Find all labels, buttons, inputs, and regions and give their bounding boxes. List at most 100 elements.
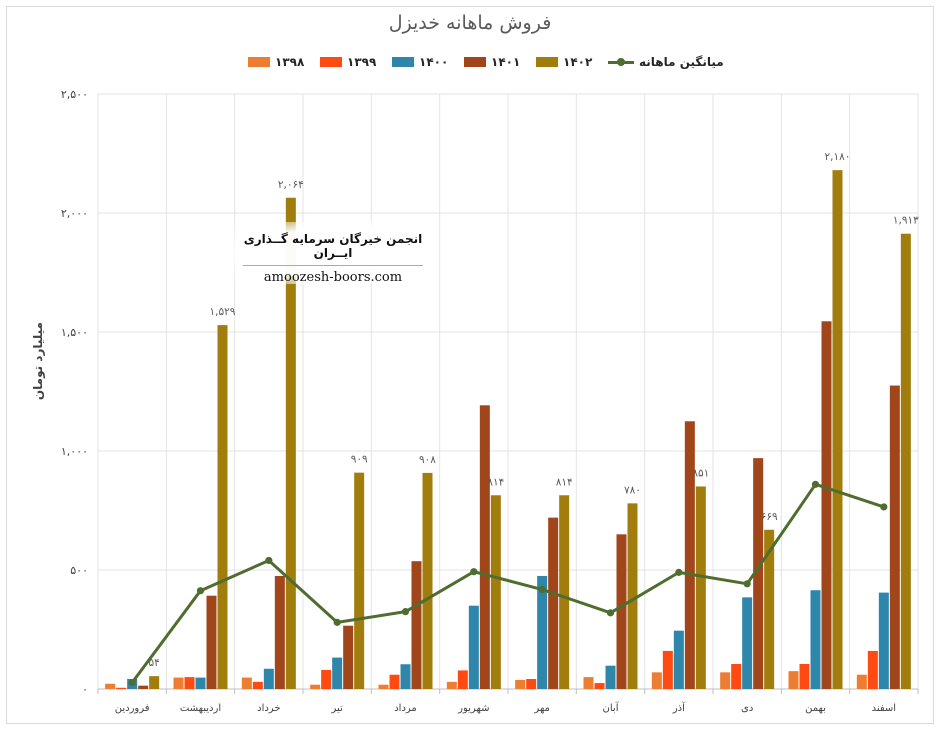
average-point <box>401 608 410 616</box>
watermark-divider <box>243 265 423 266</box>
bar <box>354 472 365 689</box>
legend-label: ۱۳۹۸ <box>275 55 305 69</box>
bar-data-label: ۱,۹۱۳ <box>893 215 919 227</box>
x-tick-label: آبان <box>603 701 620 714</box>
x-tick-label: دی <box>741 703 753 714</box>
bar <box>695 486 706 689</box>
bar <box>742 597 753 689</box>
bar-data-label: ۶۶۹ <box>761 511 778 523</box>
legend-line-marker <box>608 57 634 67</box>
bar <box>867 650 878 689</box>
legend-label: ۱۴۰۲ <box>563 55 593 69</box>
bar <box>788 671 799 689</box>
bar <box>662 650 673 689</box>
average-point <box>470 568 478 576</box>
bar <box>389 674 400 689</box>
average-point <box>675 568 683 576</box>
bar-data-label: ۵۴ <box>149 657 160 669</box>
bar <box>149 676 160 689</box>
x-tick-label: خرداد <box>257 703 280 714</box>
bar <box>468 605 479 689</box>
bar <box>105 683 116 689</box>
bar-data-label: ۱,۵۲۹ <box>210 306 236 318</box>
x-tick-label: مهر <box>533 703 549 714</box>
x-tick-label: مرداد <box>394 703 417 714</box>
bar <box>321 669 332 689</box>
x-tick-label: شهریور <box>457 703 489 714</box>
legend-label: ۱۳۹۹ <box>347 55 377 69</box>
bar <box>821 321 832 689</box>
watermark-url: amoozesh-boors.com <box>263 270 403 285</box>
legend-label: میانگین ماهانه <box>639 55 724 69</box>
bar <box>173 677 184 689</box>
chart-frame <box>6 6 934 724</box>
average-point <box>880 503 888 511</box>
average-point <box>333 618 341 626</box>
bar <box>651 672 662 689</box>
y-tick-label: ۲,۵۰۰ <box>61 88 88 101</box>
x-tick-label: فروردین <box>115 703 150 714</box>
legend-item: میانگین ماهانه <box>608 55 724 69</box>
bar <box>285 197 296 689</box>
bar <box>457 670 468 689</box>
bar <box>889 385 900 689</box>
bar-data-label: ۸۵۱ <box>692 467 709 479</box>
bar-data-label: ۸۱۴ <box>556 476 573 488</box>
average-point <box>538 585 546 594</box>
bar <box>526 679 537 689</box>
average-point <box>811 480 820 488</box>
bar <box>263 668 274 689</box>
average-point <box>265 556 273 565</box>
watermark-title: انجمن خیرگان سرمایه گــذاری ایــران <box>243 232 423 260</box>
watermark: انجمن خیرگان سرمایه گــذاری ایــران amoo… <box>228 222 438 285</box>
bar <box>799 664 810 689</box>
legend-item: ۱۴۰۱ <box>464 55 520 69</box>
bar-data-label: ۹۰۸ <box>419 454 436 466</box>
legend-swatch <box>320 57 342 67</box>
bar <box>310 684 321 689</box>
bar <box>583 677 594 689</box>
bar <box>138 685 149 689</box>
bar <box>720 672 731 689</box>
x-tick-label: اسفند <box>872 703 896 714</box>
bar <box>753 458 764 689</box>
bar <box>490 495 501 689</box>
x-tick-label: آذر <box>672 701 686 714</box>
legend-item: ۱۴۰۲ <box>536 55 592 69</box>
bar <box>479 405 490 689</box>
average-point <box>196 587 205 595</box>
bar <box>537 575 548 689</box>
y-tick-label: ۰ <box>82 683 88 696</box>
average-point <box>743 580 751 588</box>
legend-swatch <box>392 57 414 67</box>
bar <box>856 674 867 689</box>
bar <box>422 472 433 689</box>
legend-swatch <box>536 57 558 67</box>
bar <box>605 665 616 689</box>
bar <box>332 657 343 689</box>
bar <box>217 325 228 689</box>
bar <box>684 421 695 689</box>
bar <box>878 592 889 689</box>
legend-item: ۱۳۹۸ <box>248 55 304 69</box>
legend-item: ۱۴۰۰ <box>392 55 448 69</box>
y-tick-label: ۲,۰۰۰ <box>61 207 88 220</box>
average-point <box>128 678 136 687</box>
bar <box>627 503 638 689</box>
y-tick-label: ۱,۵۰۰ <box>61 326 88 339</box>
legend-item: ۱۳۹۹ <box>320 55 376 69</box>
bar <box>731 664 742 689</box>
bar-data-label: ۲,۰۶۴ <box>278 179 304 191</box>
x-tick-label: بهمن <box>805 703 826 714</box>
legend-label: ۱۴۰۱ <box>491 55 521 69</box>
legend-swatch <box>248 57 270 67</box>
bar <box>832 170 843 689</box>
bar <box>411 561 422 689</box>
bar <box>274 575 285 689</box>
bar <box>343 625 354 689</box>
bar <box>400 664 411 689</box>
x-tick-label: اردیبهشت <box>180 703 221 714</box>
x-tick-label: تیر <box>331 703 344 714</box>
bar <box>673 630 684 689</box>
